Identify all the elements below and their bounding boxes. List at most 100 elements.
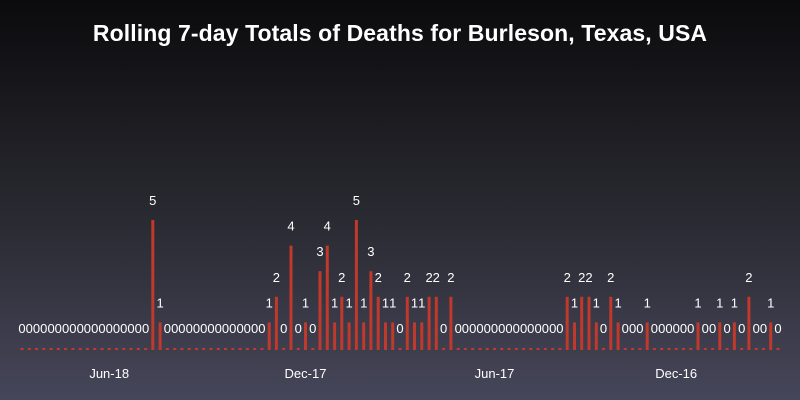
value-label: 1 [418,295,425,310]
baseline-dot [420,348,424,350]
baseline-dot [369,348,373,350]
value-label: 0 [229,321,236,336]
bar [347,322,351,348]
baseline-dot [231,348,235,350]
baseline-dot [202,348,206,350]
baseline-dot [740,348,744,350]
baseline-dot [282,348,286,350]
baseline-dot [703,348,707,350]
baseline-dot [507,348,511,350]
value-label: 0 [178,321,185,336]
baseline-dot [274,348,278,350]
baseline-dot [674,348,678,350]
value-label: 0 [702,321,709,336]
value-label: 0 [55,321,62,336]
value-label: 0 [673,321,680,336]
value-label: 1 [767,295,774,310]
value-label: 0 [774,321,781,336]
value-label: 0 [505,321,512,336]
baseline-dot [347,348,351,350]
baseline-dot [122,348,126,350]
baseline-dots [20,348,780,350]
value-label: 1 [266,295,273,310]
baseline-dot [304,348,307,350]
value-label: 2 [404,270,411,285]
value-label: 1 [156,295,163,310]
baseline-dot [311,348,315,350]
x-tick-label: Dec-17 [285,366,327,381]
bars [151,220,773,348]
value-label: 0 [665,321,672,336]
value-label: 0 [164,321,171,336]
value-label: 0 [26,321,33,336]
value-label: 0 [251,321,258,336]
bar [609,296,613,348]
bar [376,296,380,348]
value-label: 0 [222,321,229,336]
baseline-dot [56,348,60,350]
value-label: 0 [18,321,25,336]
baseline-dot [325,348,329,350]
bar [420,322,424,348]
value-label: 0 [455,321,462,336]
baseline-dot [398,348,402,350]
value-label: 5 [353,193,360,208]
value-label: 0 [600,321,607,336]
bar [449,296,453,348]
baseline-dot [180,348,184,350]
baseline-dot [565,348,569,350]
value-label: 0 [723,321,730,336]
bar [354,220,358,348]
baseline-dot [769,348,773,350]
bar [325,245,329,348]
baseline-dot [638,348,642,350]
baseline-dot [652,348,656,350]
baseline-dot [696,348,700,350]
baseline-dot [93,348,97,350]
baseline-dot [267,348,271,350]
baseline-dot [245,348,249,350]
value-label: 0 [622,321,629,336]
value-label: 2 [375,270,382,285]
bar [573,322,576,348]
bar [151,220,155,348]
baseline-dot [776,348,780,350]
baseline-dot [434,348,438,350]
baseline-dot [209,348,213,350]
value-label: 0 [469,321,476,336]
value-label: 0 [62,321,69,336]
value-label: 2 [745,270,752,285]
value-label: 0 [215,321,222,336]
value-label: 1 [360,295,367,310]
value-label: 0 [84,321,91,336]
value-label: 1 [614,295,621,310]
baseline-dot [493,348,496,350]
baseline-dot [471,348,475,350]
baseline-dot [732,348,736,350]
bar [267,322,271,348]
value-label: 1 [593,295,600,310]
value-label: 0 [236,321,243,336]
value-label: 2 [425,270,432,285]
baseline-dot [427,348,431,350]
value-label: 1 [345,295,352,310]
value-label: 1 [571,295,578,310]
value-label: 0 [440,321,447,336]
value-label: 0 [258,321,265,336]
bar [434,296,438,348]
value-label: 2 [338,270,345,285]
value-label: 1 [302,295,309,310]
baseline-dot [49,348,53,350]
value-label: 0 [396,321,403,336]
value-label: 2 [585,270,592,285]
bar [369,271,373,348]
chart-title: Rolling 7-day Totals of Deaths for Burle… [92,20,708,46]
value-label: 5 [149,193,156,208]
x-tick-label: Dec-16 [655,366,697,381]
value-label: 0 [207,321,214,336]
baseline-dot [667,348,671,350]
value-label: 0 [244,321,251,336]
baseline-dot [289,348,293,350]
